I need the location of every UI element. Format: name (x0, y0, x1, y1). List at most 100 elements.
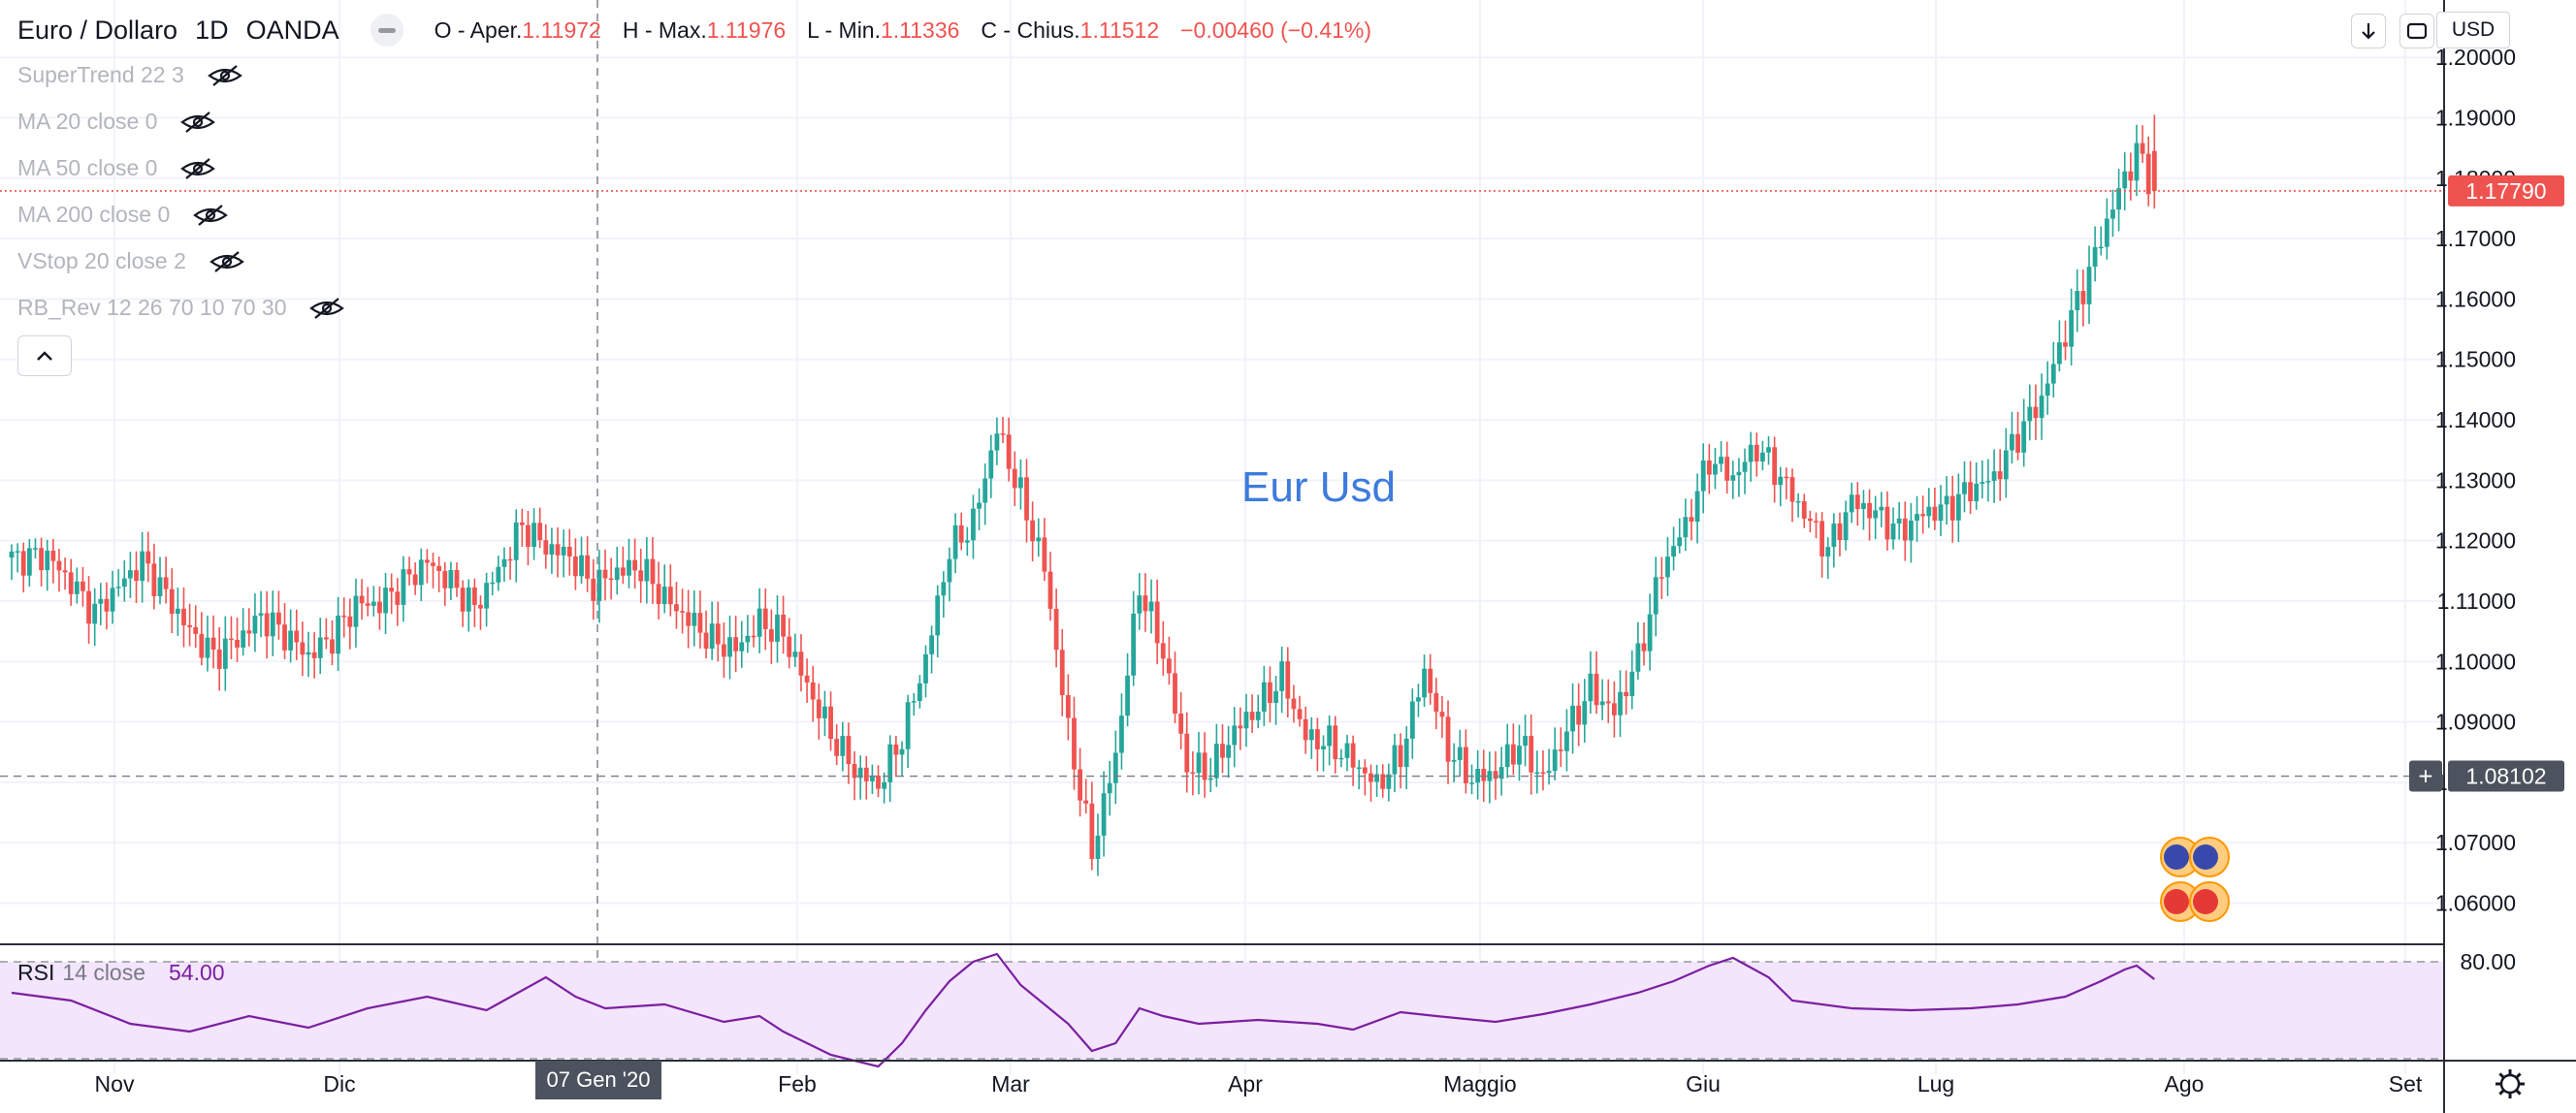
candle-body (1653, 577, 1658, 615)
fullscreen-button[interactable] (2399, 14, 2434, 48)
candle-body (1784, 476, 1789, 479)
candle-body (507, 558, 513, 561)
candle-body (2010, 433, 2014, 451)
candle-body (1374, 774, 1379, 782)
candle-body (1510, 744, 1516, 765)
gear-ring (2499, 1073, 2521, 1095)
candle-body (1588, 673, 1594, 702)
currency-button[interactable]: USD (2436, 12, 2510, 48)
candle-body (1065, 694, 1071, 718)
crosshair-price-label: 1.08102 (2465, 764, 2546, 789)
symbol-interval[interactable]: 1D (195, 15, 229, 45)
candle-body (775, 614, 780, 642)
change-value: −0.00460 (−0.41%) (1180, 16, 1372, 43)
candle-body (92, 603, 98, 624)
candle-body (1148, 601, 1154, 612)
candle-body (804, 675, 810, 683)
candle-body (406, 569, 412, 575)
symbol-legend: Euro / Dollaro 1D OANDA O - Aper. 1.1197… (0, 14, 1371, 47)
candle-body (1368, 773, 1373, 782)
candle-body (573, 556, 578, 577)
candle-body (1968, 482, 1973, 502)
candle-body (1991, 471, 1997, 482)
candle-body (1944, 495, 1949, 505)
candle-body (187, 624, 192, 627)
candle-body (1825, 547, 1831, 557)
candle-body (288, 630, 294, 651)
candle-body (822, 706, 827, 718)
indicator-supertrend[interactable]: SuperTrend 22 3 (17, 62, 244, 88)
candle-body (383, 588, 388, 614)
indicator-ma50[interactable]: MA 50 close 0 (17, 155, 217, 181)
candle-body (68, 572, 74, 594)
hidden-eye-icon[interactable] (178, 111, 217, 134)
collapse-indicators-button[interactable] (17, 335, 72, 376)
chart-watermark: Eur Usd (1241, 463, 1396, 511)
download-button[interactable] (2351, 14, 2386, 48)
candle-body (1416, 697, 1421, 702)
time-tick-label: Feb (778, 1071, 817, 1097)
indicator-vstop[interactable]: VStop 20 close 2 (17, 248, 246, 274)
candle-body (1671, 546, 1676, 557)
candle-body (2134, 143, 2140, 181)
candle-body (15, 551, 20, 553)
candle-body (715, 623, 721, 645)
candle-body (1742, 461, 1748, 472)
candle-body (490, 582, 496, 585)
candle-body (1641, 643, 1647, 652)
candle-body (620, 567, 626, 576)
candle-body (478, 604, 483, 609)
hidden-eye-icon[interactable] (191, 204, 230, 227)
candle-body (317, 637, 323, 658)
candle-body (602, 569, 608, 579)
candle-body (1083, 800, 1089, 804)
candle-body (1564, 731, 1569, 751)
candle-body (840, 736, 846, 756)
rsi-line (11, 952, 2155, 1068)
candle-body (1748, 444, 1754, 462)
hidden-eye-icon[interactable] (307, 297, 346, 320)
candle-body (62, 570, 68, 573)
indicator-ma200[interactable]: MA 200 close 0 (17, 202, 230, 228)
candle-body (929, 635, 934, 654)
time-tick-label: Ago (2165, 1071, 2205, 1097)
crosshair-date-label: 07 Gen '20 (535, 1061, 661, 1099)
hidden-eye-icon[interactable] (208, 250, 246, 273)
price-tick-label: 1.10000 (2435, 649, 2516, 674)
hidden-eye-icon[interactable] (206, 64, 244, 87)
open-label: O - Aper. (434, 16, 523, 43)
collapse-legend-button[interactable] (370, 14, 403, 47)
price-tick-label: 1.07000 (2435, 830, 2516, 855)
candle-body (1938, 504, 1944, 522)
price-tick-label: 1.13000 (2435, 467, 2516, 493)
time-tick-label: Apr (1228, 1071, 1263, 1097)
candle-body (1819, 521, 1824, 557)
rsi-legend[interactable]: RSI 14 close 54.00 (17, 960, 225, 986)
candle-body (1635, 643, 1641, 672)
hidden-eye-icon[interactable] (178, 157, 217, 180)
candle-body (1624, 691, 1629, 697)
candle-body (306, 652, 311, 655)
candle-body (181, 608, 186, 625)
indicator-rbrev[interactable]: RB_Rev 12 26 70 10 70 30 (17, 295, 346, 321)
candle-body (282, 624, 287, 651)
candle-body (300, 642, 306, 655)
candle-body (650, 558, 656, 585)
candle-body (1647, 614, 1653, 652)
candle-body (1255, 711, 1261, 720)
indicator-ma20[interactable]: MA 20 close 0 (17, 109, 217, 135)
candle-body (98, 598, 104, 604)
candle-body (958, 525, 964, 543)
maximize-icon (2406, 22, 2428, 40)
candle-body (935, 595, 941, 636)
candle-body (882, 781, 887, 789)
candle-body (1356, 767, 1362, 770)
symbol-name[interactable]: Euro / Dollaro (17, 15, 178, 45)
candle-body (1700, 460, 1706, 492)
candle-body (241, 630, 246, 648)
candle-body (20, 551, 26, 576)
candle-body (798, 652, 804, 676)
candle-body (857, 767, 863, 779)
candle-body (1955, 493, 1961, 521)
